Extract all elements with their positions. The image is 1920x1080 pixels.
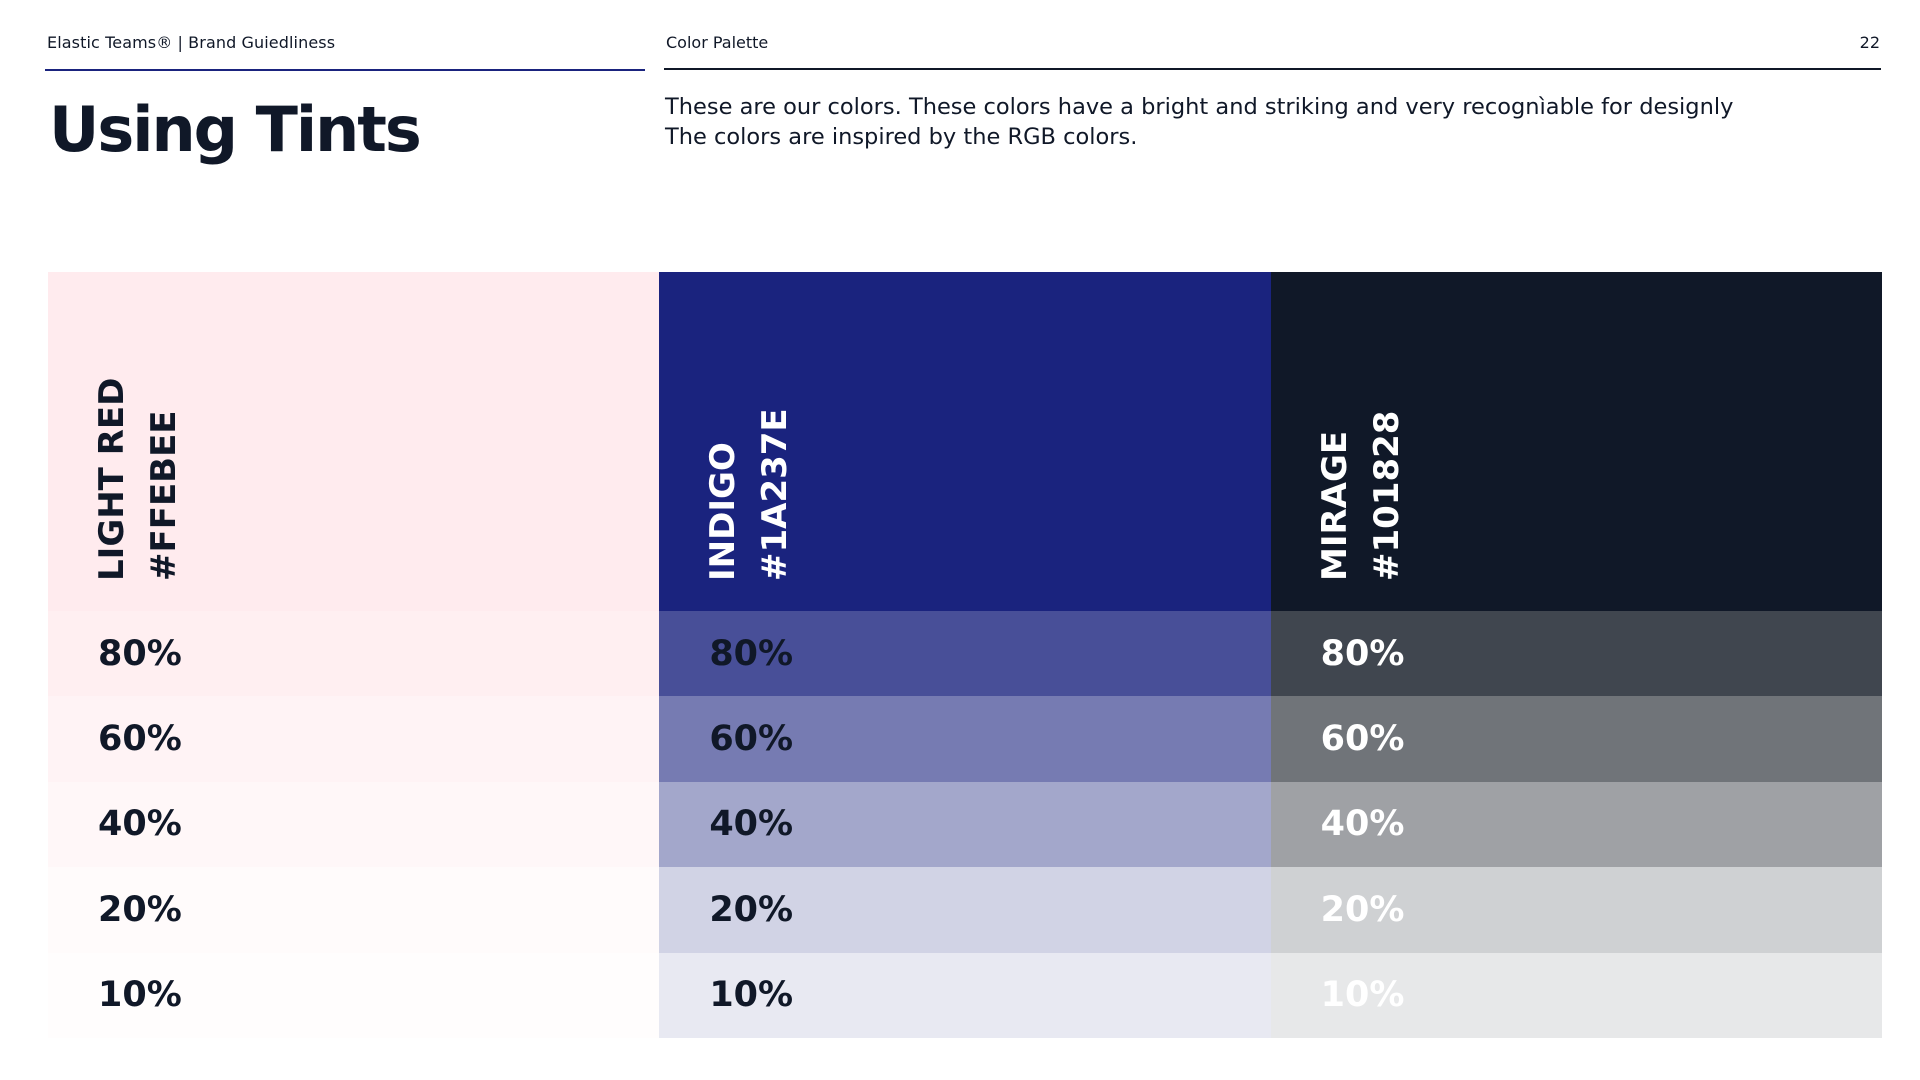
tint-60: 60% xyxy=(659,696,1271,782)
header-divider-right xyxy=(664,68,1881,70)
page-number: 22 xyxy=(1859,33,1880,52)
tint-40: 40% xyxy=(48,781,660,868)
color-column-light-red: LIGHT RED #FFEBEE 80% 60% 40% 20% 10% xyxy=(48,272,660,1038)
base-swatch: MIRAGE #101828 xyxy=(1270,272,1882,611)
tint-40: 40% xyxy=(1270,781,1882,868)
tint-20: 20% xyxy=(48,867,660,953)
color-hex: #FFEBEE xyxy=(144,410,184,581)
description-line-1: These are our colors. These colors have … xyxy=(665,94,1734,120)
color-label: MIRAGE #101828 xyxy=(1309,411,1413,581)
color-label: LIGHT RED #FFEBEE xyxy=(86,378,190,581)
page-title: Using Tints xyxy=(49,93,422,166)
tint-60: 60% xyxy=(48,696,660,782)
base-swatch: LIGHT RED #FFEBEE xyxy=(48,272,660,611)
color-name: INDIGO xyxy=(703,442,744,581)
color-label: INDIGO #1A237E xyxy=(697,408,801,581)
base-swatch: INDIGO #1A237E xyxy=(659,272,1271,611)
tint-20: 20% xyxy=(659,867,1271,953)
description: These are our colors. These colors have … xyxy=(665,92,1825,152)
header-divider-left xyxy=(45,69,645,71)
color-palette: LIGHT RED #FFEBEE 80% 60% 40% 20% 10% IN… xyxy=(48,272,1882,1038)
color-hex: #1A237E xyxy=(755,408,796,581)
description-line-2: The colors are inspired by the RGB color… xyxy=(665,124,1138,150)
tint-20: 20% xyxy=(1270,867,1882,953)
tint-40: 40% xyxy=(659,781,1271,868)
tint-10: 10% xyxy=(659,952,1271,1038)
tint-80: 80% xyxy=(48,611,660,697)
tint-80: 80% xyxy=(1270,611,1882,697)
tint-10: 10% xyxy=(1270,952,1882,1038)
color-column-mirage: MIRAGE #101828 80% 60% 40% 20% 10% xyxy=(1270,272,1882,1038)
tint-60: 60% xyxy=(1270,696,1882,782)
color-hex: #101828 xyxy=(1366,410,1407,581)
brand-header: Elastic Teams® | Brand Guiedliness xyxy=(47,33,336,52)
color-name: MIRAGE xyxy=(1314,430,1355,581)
color-name: LIGHT RED xyxy=(92,377,132,581)
section-title: Color Palette xyxy=(666,33,769,52)
color-column-indigo: INDIGO #1A237E 80% 60% 40% 20% 10% xyxy=(659,272,1271,1038)
tint-80: 80% xyxy=(659,611,1271,697)
tint-10: 10% xyxy=(48,952,660,1038)
